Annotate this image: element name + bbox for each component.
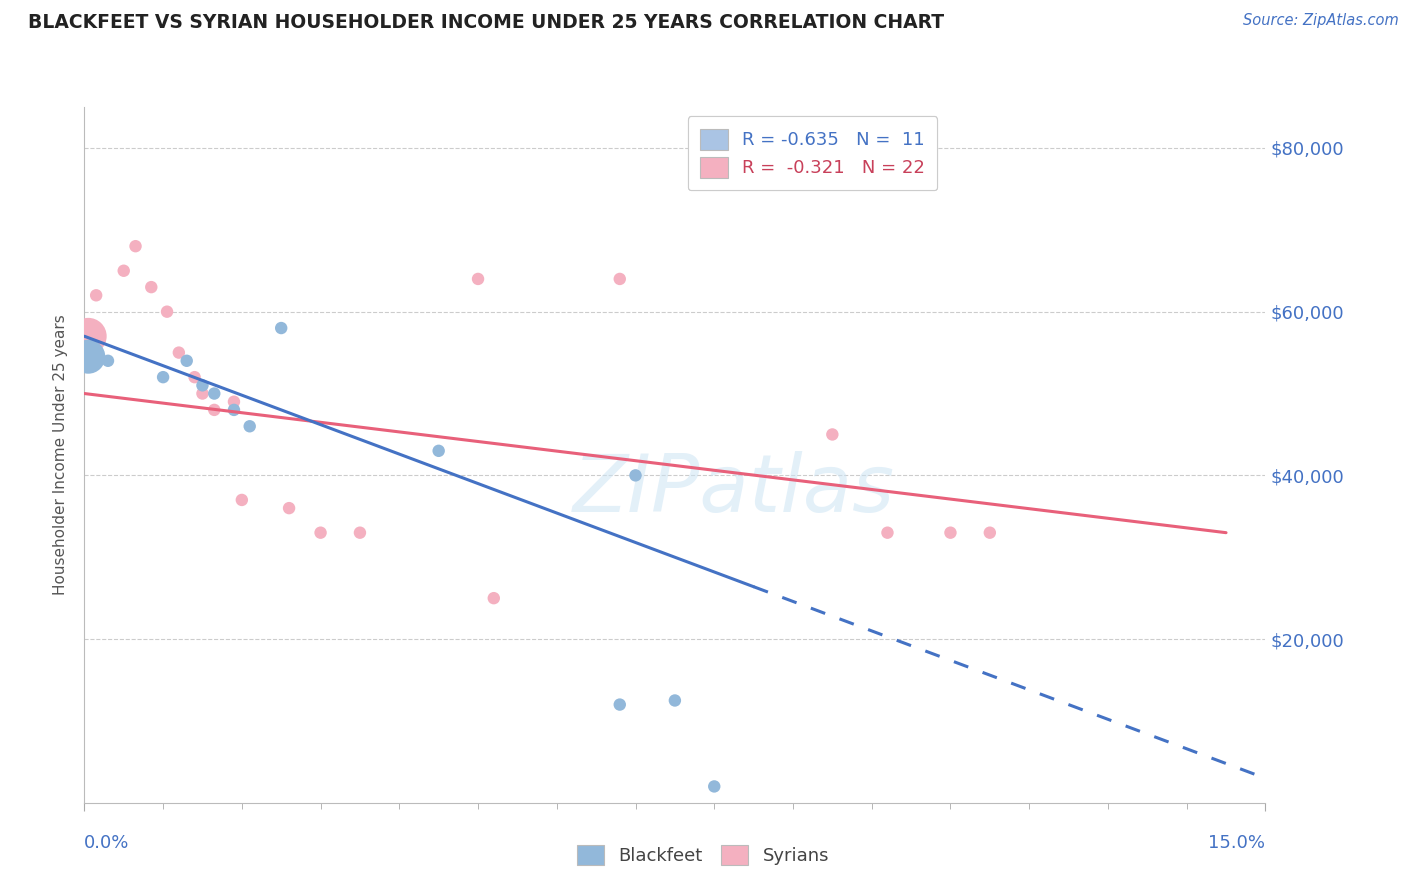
Text: 15.0%: 15.0% [1208,834,1265,852]
Point [609,272,631,286]
Point [112,264,135,278]
Point [222,394,245,409]
Point [427,443,450,458]
Point [664,693,686,707]
Point [231,492,253,507]
Text: Source: ZipAtlas.com: Source: ZipAtlas.com [1243,13,1399,29]
Legend: Blackfeet, Syrians: Blackfeet, Syrians [568,836,838,874]
Point [202,386,225,401]
Y-axis label: Householder Income Under 25 years: Householder Income Under 25 years [53,315,69,595]
Point [141,280,163,294]
Point [609,698,631,712]
Point [876,525,898,540]
Point [84,288,107,302]
Point [167,345,190,359]
Point [349,525,371,540]
Point [97,353,120,368]
Point [183,370,205,384]
Point [176,353,198,368]
Text: ZIPatlas: ZIPatlas [572,450,896,529]
Text: 0.0%: 0.0% [84,834,129,852]
Point [77,350,100,364]
Point [191,386,214,401]
Point [979,525,1001,540]
Point [624,468,647,483]
Point [152,370,174,384]
Point [222,403,245,417]
Point [703,780,725,794]
Point [939,525,962,540]
Point [191,378,214,392]
Point [309,525,332,540]
Point [278,501,301,516]
Point [124,239,146,253]
Point [821,427,844,442]
Text: BLACKFEET VS SYRIAN HOUSEHOLDER INCOME UNDER 25 YEARS CORRELATION CHART: BLACKFEET VS SYRIAN HOUSEHOLDER INCOME U… [28,13,945,32]
Point [467,272,489,286]
Point [77,329,100,343]
Point [156,304,179,318]
Point [239,419,262,434]
Point [482,591,505,606]
Legend: R = -0.635   N =  11, R =  -0.321   N = 22: R = -0.635 N = 11, R = -0.321 N = 22 [688,116,938,190]
Point [270,321,292,335]
Point [202,403,225,417]
